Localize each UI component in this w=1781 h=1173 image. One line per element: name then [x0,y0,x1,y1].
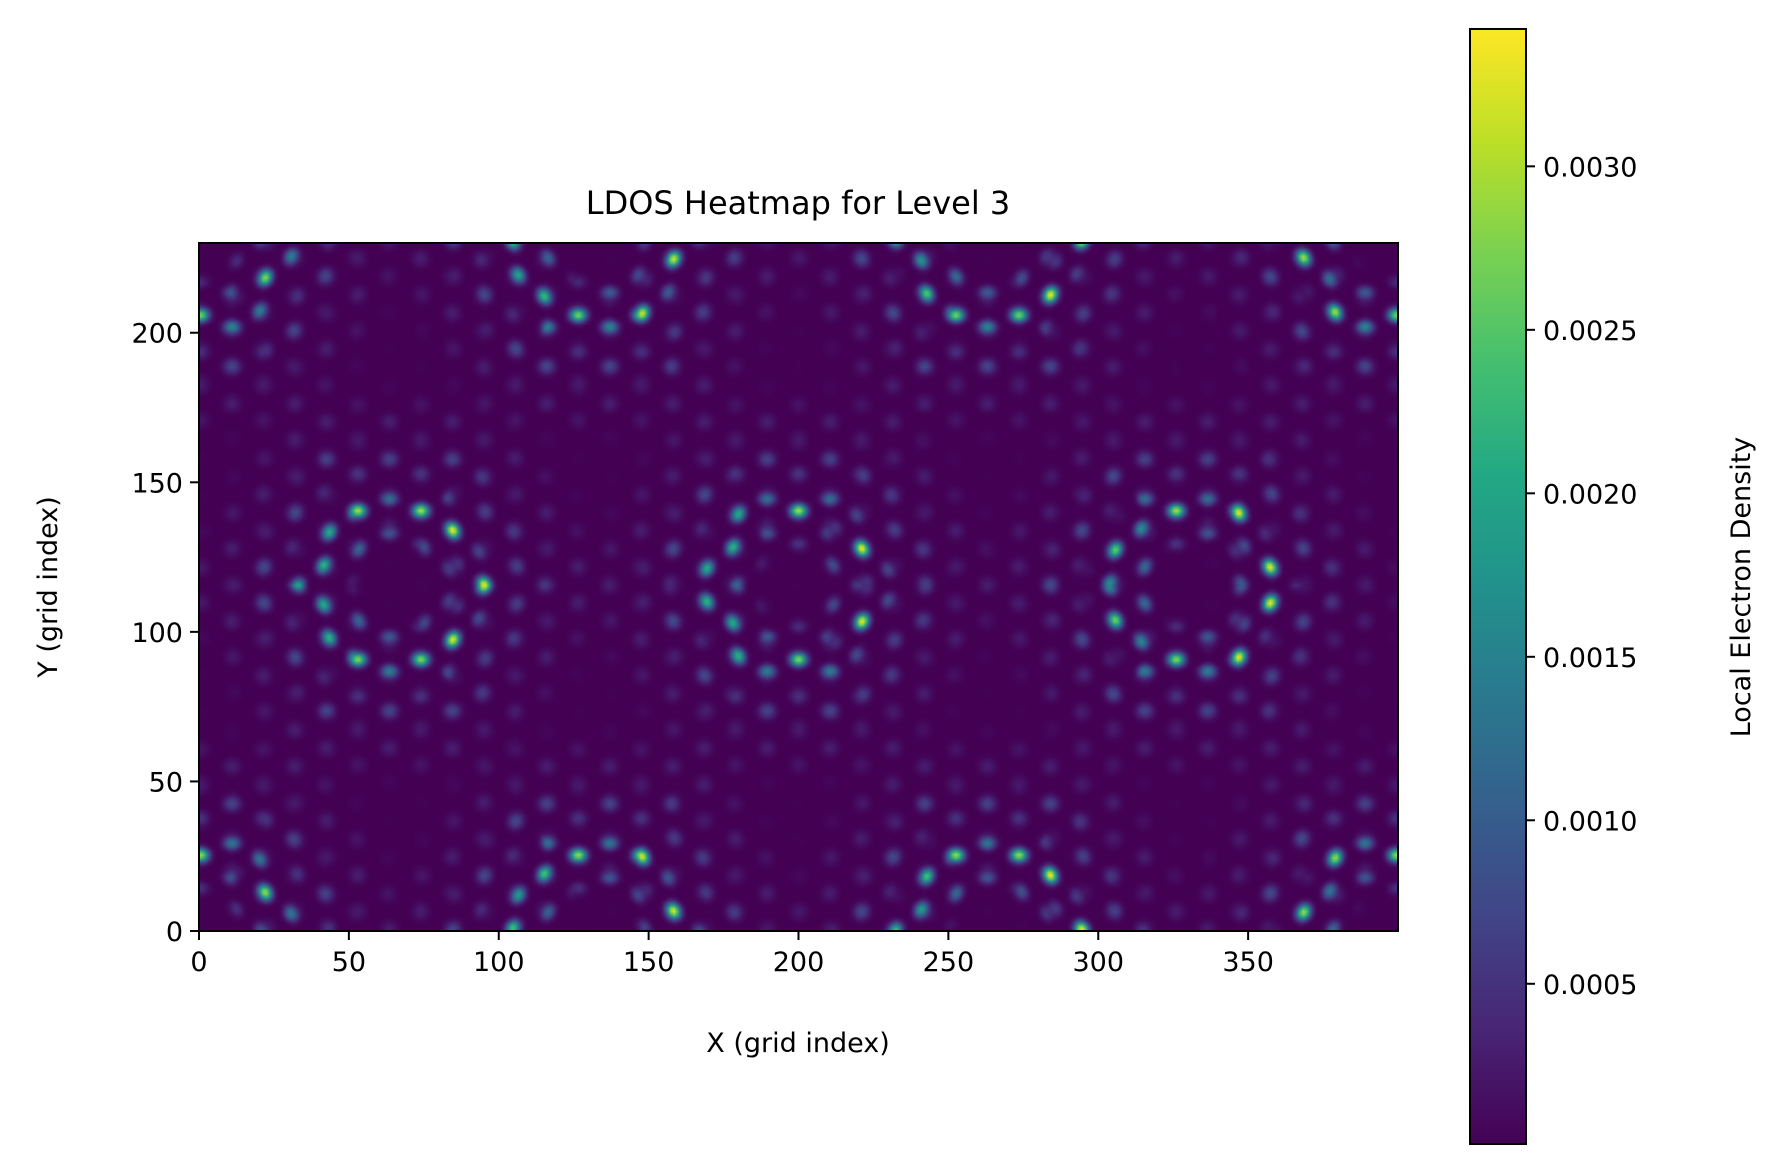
x-tick-label: 0 [190,947,207,978]
colorbar-tick-label: 0.0030 [1543,152,1637,183]
x-tick-label: 100 [473,947,525,978]
y-tick-label: 100 [131,618,183,649]
y-axis-ticks: 0 50 100 150 200 [131,319,199,948]
x-axis-title: X (grid index) [706,1028,889,1059]
x-tick-label: 200 [773,947,825,978]
colorbar-tick-label: 0.0020 [1543,479,1637,510]
x-tick-label: 350 [1222,947,1274,978]
x-tick-label: 300 [1072,947,1124,978]
colorbar [1469,28,1527,1145]
x-tick-label: 150 [623,947,675,978]
colorbar-tick-label: 0.0005 [1543,970,1637,1001]
y-axis-title: Y (grid index) [33,496,64,678]
chart-title: LDOS Heatmap for Level 3 [586,184,1010,222]
heatmap-image [199,243,1398,931]
y-tick-label: 0 [166,917,183,948]
x-tick-label: 50 [332,947,366,978]
x-tick-label: 250 [923,947,975,978]
colorbar-title: Local Electron Density [1726,437,1757,738]
colorbar-tick-label: 0.0025 [1543,316,1637,347]
y-tick-label: 150 [131,468,183,499]
heatmap-plot-area [199,243,1398,931]
y-tick-label: 50 [149,767,183,798]
y-tick-label: 200 [131,319,183,350]
colorbar-tick-label: 0.0010 [1543,806,1637,837]
colorbar-tick-label: 0.0015 [1543,643,1637,674]
x-axis-ticks: 0 50 100 150 200 250 300 350 [190,931,1274,978]
colorbar-ticks: 0.0005 0.0010 0.0015 0.0020 0.0025 0.0030 [1526,152,1637,1001]
